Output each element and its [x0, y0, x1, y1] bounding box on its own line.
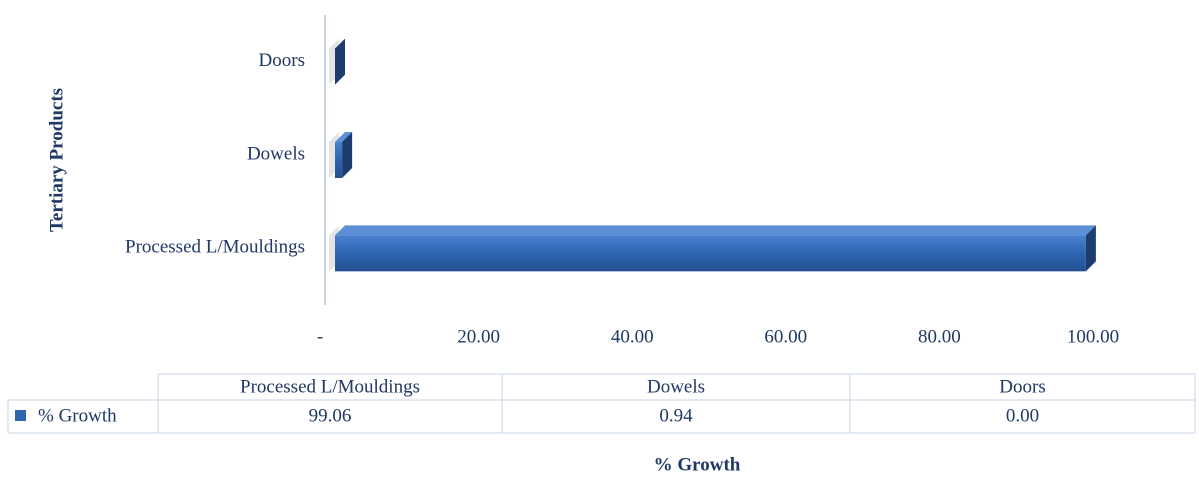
x-tick-label: 20.00: [457, 326, 500, 347]
y-axis-title: Tertiary Products: [46, 88, 67, 232]
bar-side: [335, 38, 345, 85]
x-tick-label: 40.00: [611, 326, 654, 347]
table-value: 99.06: [309, 405, 352, 426]
table-header: Dowels: [647, 376, 705, 397]
bar: [335, 142, 343, 178]
table-value: 0.94: [659, 405, 693, 426]
legend-key: [15, 410, 26, 421]
y-tick-label: Dowels: [247, 143, 305, 164]
x-tick-label: 60.00: [764, 326, 807, 347]
table-header: Processed L/Mouldings: [240, 376, 420, 397]
y-tick-label: Doors: [259, 50, 305, 71]
bar-top: [335, 225, 1096, 236]
bar-side: [1085, 225, 1096, 272]
y-tick-label: Processed L/Mouldings: [125, 237, 305, 258]
legend-label: % Growth: [38, 405, 117, 426]
x-tick-label: -: [317, 326, 323, 347]
x-tick-label: 100.00: [1067, 326, 1119, 347]
x-tick-label: 80.00: [918, 326, 961, 347]
bar-side: [342, 132, 353, 178]
x-axis-title: % Growth: [654, 454, 741, 475]
table-header: Doors: [999, 376, 1045, 397]
table-value: 0.00: [1006, 405, 1039, 426]
bar: [335, 235, 1086, 272]
bar-top: [335, 132, 353, 142]
